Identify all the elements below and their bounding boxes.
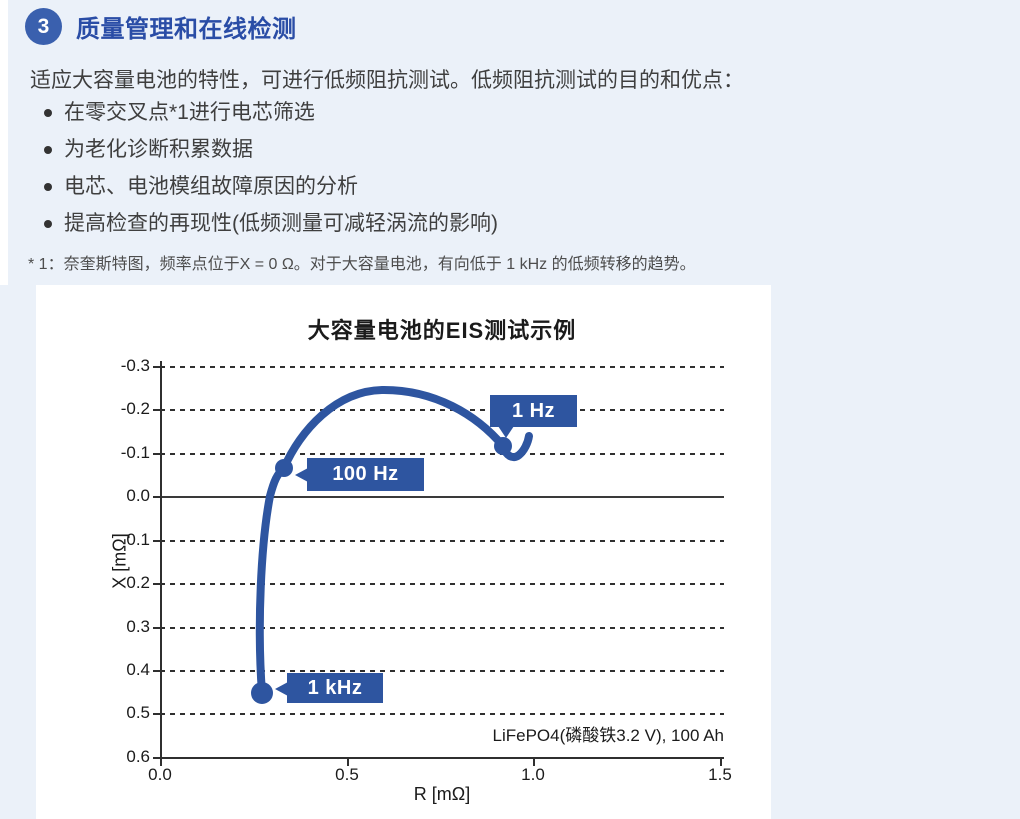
gridline [160,713,724,715]
y-tick-label: 0.3 [126,617,150,636]
gridline [160,453,724,455]
y-tick-label: -0.3 [120,356,150,375]
gridline [160,583,724,585]
page-left-margin [0,0,8,285]
y-tick [153,409,160,411]
gridline [160,627,724,629]
y-tick [153,757,160,759]
y-axis-spine [160,361,162,759]
y-tick-label: 0.4 [126,660,150,679]
x-axis-title: R [mΩ] [413,784,471,804]
y-tick [153,713,160,715]
chart-title: 大容量电池的EIS测试示例 [307,318,577,343]
eis-curve [251,385,533,704]
x-tick [720,759,722,766]
y-tick [153,583,160,585]
y-tick [153,540,160,542]
point-1khz [251,682,273,704]
y-tick [153,453,160,455]
bullet-item: 提高检查的再现性(低频测量可减轻涡流的影响) [42,209,498,246]
x-tick [533,759,535,766]
y-tick [153,670,160,672]
x-tick-label: 1.5 [708,765,732,784]
battery-annotation: LiFePO4(磷酸铁3.2 V), 100 Ah [492,726,725,745]
x-tick [160,759,162,766]
bullet-item: 电芯、电池模组故障原因的分析 [42,172,498,209]
marker-label-1khz: 1 kHz [275,673,383,703]
eis-chart: 大容量电池的EIS测试示例 -0.3 -0.2 -0.1 0.0 0.1 0.2… [36,285,771,819]
x-tick-label: 1.0 [521,765,545,784]
x-tick [347,759,349,766]
gridline [160,409,724,411]
x-axis-spine [160,757,724,759]
y-tick-label: -0.2 [120,399,150,418]
gridline [160,670,724,672]
y-tick-label: 0.2 [126,573,150,592]
point-100hz [275,459,293,477]
y-tick-label: -0.1 [120,443,150,462]
point-1hz [494,437,512,455]
zero-axis-line [160,496,724,498]
bullet-list: 在零交叉点*1进行电芯筛选 为老化诊断积累数据 电芯、电池模组故障原因的分析 提… [42,98,498,246]
y-tick-label: 0.0 [126,486,150,505]
y-tick [153,627,160,629]
intro-paragraph: 适应大容量电池的特性，可进行低频阻抗测试。低频阻抗测试的目的和优点： [30,69,744,92]
gridline [160,540,724,542]
section-number-badge: 3 [25,8,62,45]
bullet-item: 为老化诊断积累数据 [42,135,498,172]
bullet-item: 在零交叉点*1进行电芯筛选 [42,98,498,135]
marker-label-100hz: 100 Hz [295,458,424,491]
x-tick-label: 0.5 [335,765,359,784]
y-tick-label: 0.1 [126,530,150,549]
marker-label-1hz: 1 Hz [490,395,577,438]
y-tick [153,496,160,498]
footnote: * 1：奈奎斯特图，频率点位于X = 0 Ω。对于大容量电池，有向低于 1 kH… [28,256,696,273]
section-header: 3 质量管理和在线检测 [25,8,297,45]
impedance-curve-path [255,385,533,697]
y-tick [153,366,160,368]
y-tick-label: 0.5 [126,703,150,722]
y-tick-label: 0.6 [126,747,150,766]
gridline [160,366,724,368]
section-title: 质量管理和在线检测 [76,16,297,43]
x-tick-label: 0.0 [148,765,172,784]
